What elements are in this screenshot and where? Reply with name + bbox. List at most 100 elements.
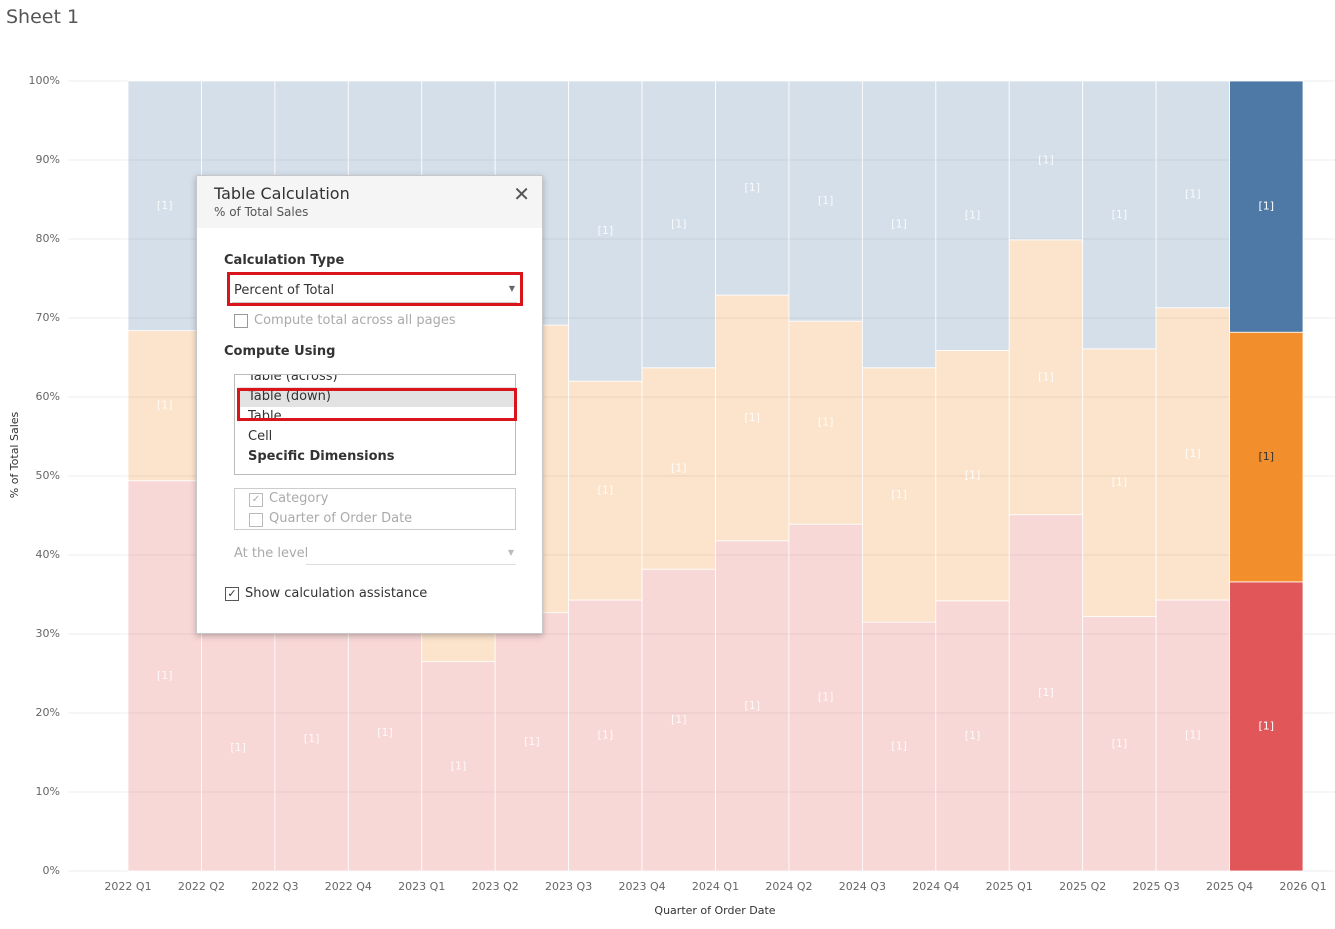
checkbox[interactable]: ✓	[225, 587, 239, 601]
x-tick-label: 2022 Q3	[251, 880, 298, 893]
bar-segment	[935, 600, 1010, 872]
checkbox-label: Category	[269, 491, 329, 506]
bar-segment	[1155, 307, 1230, 601]
y-tick-label: 20%	[36, 706, 60, 719]
x-tick-label: 2024 Q3	[839, 880, 886, 893]
bar-segment	[347, 594, 423, 872]
data-label: [1]	[1038, 370, 1054, 383]
y-tick-label: 70%	[36, 311, 60, 324]
y-tick-label: 0%	[43, 864, 60, 877]
bar-segment	[201, 624, 276, 872]
bar-segment	[127, 480, 202, 872]
dimension-box: ✓ Category Quarter of Order Date	[234, 488, 516, 530]
bar-segment	[1008, 239, 1084, 516]
data-label: [1]	[451, 759, 467, 772]
bar-segment	[1229, 581, 1304, 872]
x-tick-label: 2025 Q4	[1206, 880, 1253, 893]
x-axis-label: Quarter of Order Date	[654, 904, 775, 917]
y-tick-label: 30%	[36, 627, 60, 640]
calc-type-label: Calculation Type	[224, 253, 345, 268]
dialog-subtitle: % of Total Sales	[214, 205, 309, 219]
y-tick-label: 80%	[36, 232, 60, 245]
x-tick-label: 2023 Q1	[398, 880, 445, 893]
bar-segment	[641, 80, 716, 369]
data-label: [1]	[377, 726, 393, 739]
data-label: [1]	[1112, 737, 1128, 750]
x-tick-label: 2023 Q2	[472, 880, 519, 893]
data-label: [1]	[965, 469, 981, 482]
y-tick-label: 100%	[29, 74, 60, 87]
bar-segment	[568, 380, 643, 601]
bar-segment	[1229, 331, 1304, 583]
data-label: [1]	[1258, 200, 1274, 213]
checkbox[interactable]: ✓	[249, 493, 263, 507]
x-tick-label: 2022 Q4	[325, 880, 372, 893]
y-tick-label: 40%	[36, 548, 60, 561]
x-tick-label: 2025 Q3	[1133, 880, 1180, 893]
checkbox-label: Show calculation assistance	[245, 586, 428, 601]
checkbox[interactable]	[234, 314, 248, 328]
bar-segment	[274, 606, 349, 872]
data-label: [1]	[1038, 686, 1054, 699]
bar-segment	[127, 330, 202, 482]
x-tick-label: 2022 Q1	[104, 880, 151, 893]
data-label: [1]	[1185, 729, 1201, 742]
dialog-header: Table Calculation % of Total Sales ✕	[197, 176, 542, 228]
data-label: [1]	[818, 691, 834, 704]
bar-segment	[127, 80, 202, 332]
bar-segment	[568, 80, 643, 382]
data-label: [1]	[671, 217, 687, 230]
x-tick-label: 2024 Q1	[692, 880, 739, 893]
bar-segment	[641, 367, 716, 570]
y-axis-label: % of Total Sales	[8, 411, 21, 498]
bar-segment	[861, 80, 937, 369]
list-item[interactable]: Table (down)	[238, 387, 515, 407]
data-label: [1]	[818, 194, 834, 207]
checkbox[interactable]	[249, 513, 263, 527]
data-label: [1]	[1112, 476, 1128, 489]
compute-using-list[interactable]: Table (across) Table (down) Table Cell Speci…	[234, 374, 516, 475]
y-tick-label: 10%	[36, 785, 60, 798]
data-label: [1]	[965, 209, 981, 222]
data-label: [1]	[1185, 187, 1201, 200]
bar-segment	[715, 294, 790, 542]
bar-segment	[641, 568, 716, 872]
y-tick-label: 90%	[36, 153, 60, 166]
checkbox-label: Compute total across all pages	[254, 313, 456, 328]
checkbox-label: Quarter of Order Date	[269, 511, 413, 526]
data-label: [1]	[744, 411, 760, 424]
calc-type-dropdown[interactable]: Percent of Total ▼	[232, 278, 517, 303]
data-label: [1]	[304, 732, 320, 745]
dialog-title: Table Calculation	[214, 184, 350, 203]
x-tick-label: 2023 Q3	[545, 880, 592, 893]
bar-segment	[715, 540, 790, 872]
highlight-box	[227, 272, 523, 306]
bar-segment	[861, 367, 937, 623]
x-tick-label: 2022 Q2	[178, 880, 225, 893]
bar-segment	[1082, 348, 1157, 618]
x-tick-label: 2023 Q4	[618, 880, 665, 893]
list-item[interactable]: Specific Dimensions	[248, 449, 395, 464]
bar-segment	[494, 612, 570, 872]
data-label: [1]	[891, 217, 907, 230]
data-label: [1]	[1258, 450, 1274, 463]
data-label: [1]	[1038, 153, 1054, 166]
bar-segment	[1008, 80, 1084, 241]
highlight-box	[237, 388, 517, 421]
bar-segment	[1008, 514, 1084, 872]
data-label: [1]	[1112, 208, 1128, 221]
x-tick-label: 2025 Q1	[986, 880, 1033, 893]
list-item[interactable]: Table (across)	[248, 374, 338, 384]
data-label: [1]	[230, 741, 246, 754]
at-level-label: At the level	[234, 546, 309, 561]
close-button[interactable]: ✕	[513, 182, 530, 206]
sheet-title: Sheet 1	[6, 6, 80, 28]
level-dropdown[interactable]: ▼	[306, 540, 516, 565]
bar-segment	[1229, 80, 1304, 333]
bar-segment	[1082, 616, 1157, 872]
list-item[interactable]: Cell	[248, 429, 273, 444]
y-tick-label: 50%	[36, 469, 60, 482]
x-tick-label: 2025 Q2	[1059, 880, 1106, 893]
table-calculation-dialog: Table Calculation % of Total Sales ✕ Cal…	[196, 175, 543, 634]
